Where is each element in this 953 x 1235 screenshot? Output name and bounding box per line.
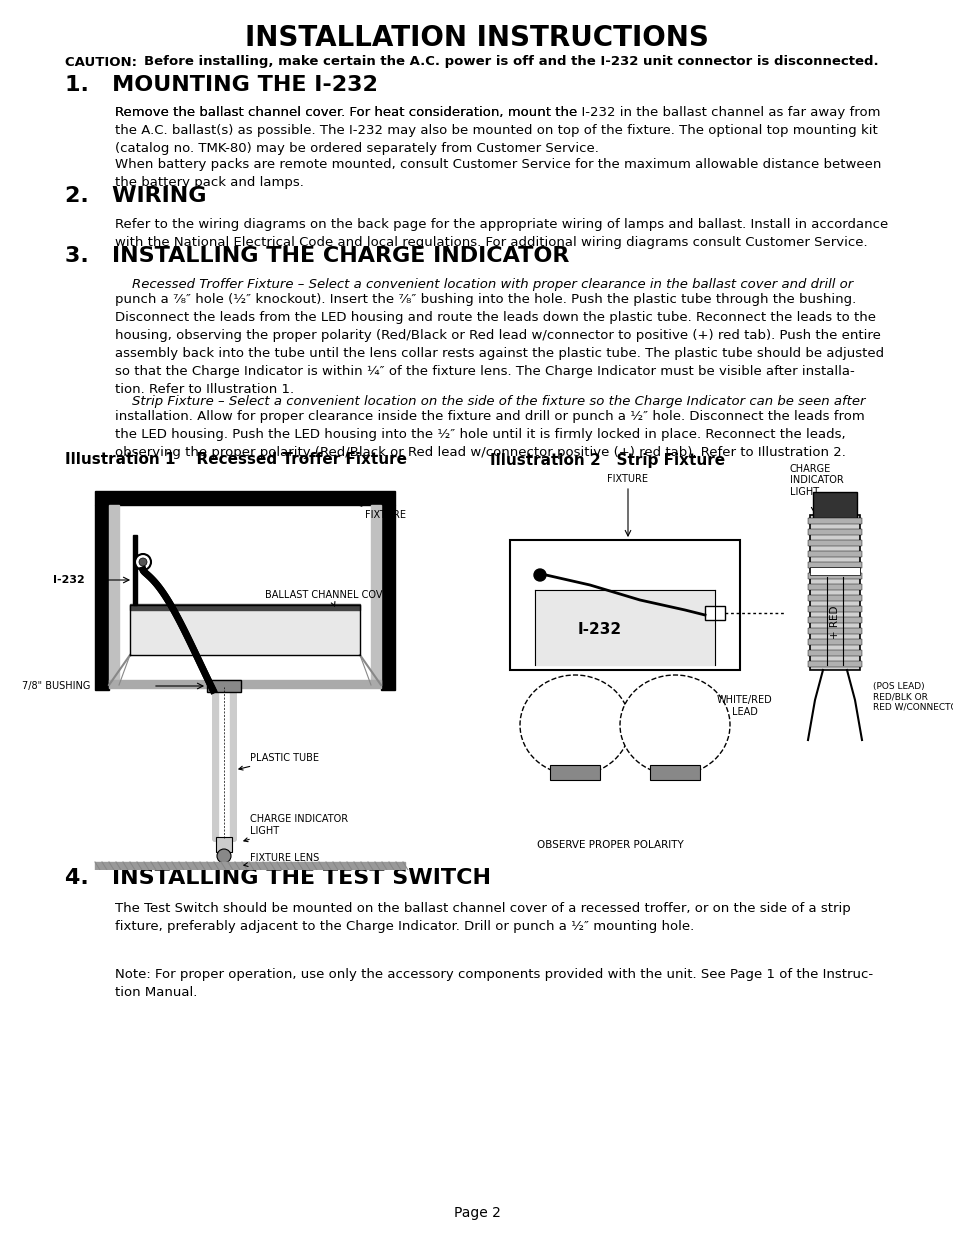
Bar: [649, 764, 700, 781]
Bar: [807, 618, 862, 622]
Bar: [95, 862, 405, 869]
Text: 4.   INSTALLING THE TEST SWITCH: 4. INSTALLING THE TEST SWITCH: [65, 868, 491, 888]
Bar: [380, 505, 395, 690]
Bar: [215, 837, 232, 852]
Bar: [207, 680, 241, 692]
Ellipse shape: [519, 676, 629, 776]
Bar: [807, 661, 862, 667]
Text: CHARGE INDICATOR
LIGHT: CHARGE INDICATOR LIGHT: [244, 814, 348, 842]
Bar: [807, 540, 862, 546]
Text: 3.   INSTALLING THE CHARGE INDICATOR: 3. INSTALLING THE CHARGE INDICATOR: [65, 246, 569, 266]
Text: Page 2: Page 2: [453, 1207, 500, 1220]
Circle shape: [216, 848, 231, 863]
Text: installation. Allow for proper clearance inside the fixture and drill or punch a: installation. Allow for proper clearance…: [115, 410, 863, 459]
Bar: [95, 505, 109, 690]
Bar: [812, 492, 856, 520]
Polygon shape: [535, 590, 714, 664]
Text: Illustration 1    Recessed Troffer Fixture: Illustration 1 Recessed Troffer Fixture: [65, 452, 407, 468]
Bar: [132, 535, 137, 605]
Text: Remove the ballast channel cover. For heat consideration, mount the: Remove the ballast channel cover. For he…: [115, 106, 581, 119]
Bar: [213, 685, 218, 840]
Text: FIXTURE LENS: FIXTURE LENS: [244, 853, 319, 867]
Bar: [371, 505, 380, 685]
Ellipse shape: [619, 676, 729, 776]
Text: Refer to the wiring diagrams on the back page for the appropriate wiring of lamp: Refer to the wiring diagrams on the back…: [115, 219, 887, 249]
Text: punch a ⁷⁄₈″ hole (½″ knockout). Insert the ⁷⁄₈″ bushing into the hole. Push the: punch a ⁷⁄₈″ hole (½″ knockout). Insert …: [115, 293, 883, 396]
Text: 7/8" BUSHING: 7/8" BUSHING: [22, 680, 90, 692]
Bar: [704, 606, 724, 620]
Text: PLASTIC TUBE: PLASTIC TUBE: [238, 753, 318, 771]
Text: Remove the ballast channel cover. For heat consideration, mount the I-232 in the: Remove the ballast channel cover. For he…: [115, 106, 880, 156]
Text: BALLAST CHANNEL COVER: BALLAST CHANNEL COVER: [265, 590, 395, 606]
Text: When battery packs are remote mounted, consult Customer Service for the maximum : When battery packs are remote mounted, c…: [115, 158, 881, 189]
Text: The Test Switch should be mounted on the ballast channel cover of a recessed tro: The Test Switch should be mounted on the…: [115, 902, 850, 932]
Bar: [807, 638, 862, 645]
Bar: [807, 595, 862, 601]
Text: I-232: I-232: [578, 622, 621, 637]
Text: FIXTURE: FIXTURE: [607, 474, 648, 484]
Polygon shape: [130, 605, 359, 655]
Bar: [807, 551, 862, 557]
Text: FIXTURE: FIXTURE: [349, 501, 406, 520]
Circle shape: [534, 569, 545, 580]
Bar: [130, 604, 359, 610]
Text: Illustration 2   Strip Fixture: Illustration 2 Strip Fixture: [490, 452, 724, 468]
Bar: [807, 629, 862, 634]
Text: Before installing, make certain the A.C. power is off and the I-232 unit connect: Before installing, make certain the A.C.…: [144, 56, 878, 68]
Text: Strip Fixture – Select a convenient location on the side of the fixture so the C: Strip Fixture – Select a convenient loca…: [115, 395, 864, 408]
Text: OBSERVE PROPER POLARITY: OBSERVE PROPER POLARITY: [536, 840, 682, 850]
Bar: [807, 562, 862, 568]
Bar: [510, 540, 740, 671]
Bar: [807, 650, 862, 656]
Circle shape: [135, 555, 151, 571]
Text: WHITE/RED
LEAD: WHITE/RED LEAD: [717, 695, 772, 718]
Text: CHARGE
INDICATOR
LIGHT: CHARGE INDICATOR LIGHT: [789, 464, 842, 496]
Bar: [807, 584, 862, 590]
Text: Recessed Troffer Fixture – Select a convenient location with proper clearance in: Recessed Troffer Fixture – Select a conv…: [115, 278, 852, 291]
Bar: [809, 567, 859, 576]
Bar: [807, 517, 862, 524]
Text: 1.   MOUNTING THE I-232: 1. MOUNTING THE I-232: [65, 75, 377, 95]
Text: (POS LEAD)
RED/BLK OR
RED W/CONNECTOR: (POS LEAD) RED/BLK OR RED W/CONNECTOR: [872, 682, 953, 713]
Bar: [807, 573, 862, 579]
Text: 2.   WIRING: 2. WIRING: [65, 186, 206, 206]
Text: I-232: I-232: [53, 576, 85, 585]
Bar: [807, 529, 862, 535]
Bar: [550, 764, 599, 781]
Text: INSTALLATION INSTRUCTIONS: INSTALLATION INSTRUCTIONS: [245, 23, 708, 52]
Bar: [109, 680, 380, 688]
Text: CAUTION:: CAUTION:: [65, 56, 146, 68]
Bar: [95, 492, 395, 505]
Text: Note: For proper operation, use only the accessory components provided with the : Note: For proper operation, use only the…: [115, 968, 872, 999]
Text: + RED: + RED: [829, 605, 840, 638]
Bar: [807, 606, 862, 613]
Bar: [213, 685, 234, 840]
Bar: [230, 685, 234, 840]
Bar: [109, 505, 119, 685]
Bar: [809, 515, 859, 671]
Circle shape: [139, 558, 147, 566]
